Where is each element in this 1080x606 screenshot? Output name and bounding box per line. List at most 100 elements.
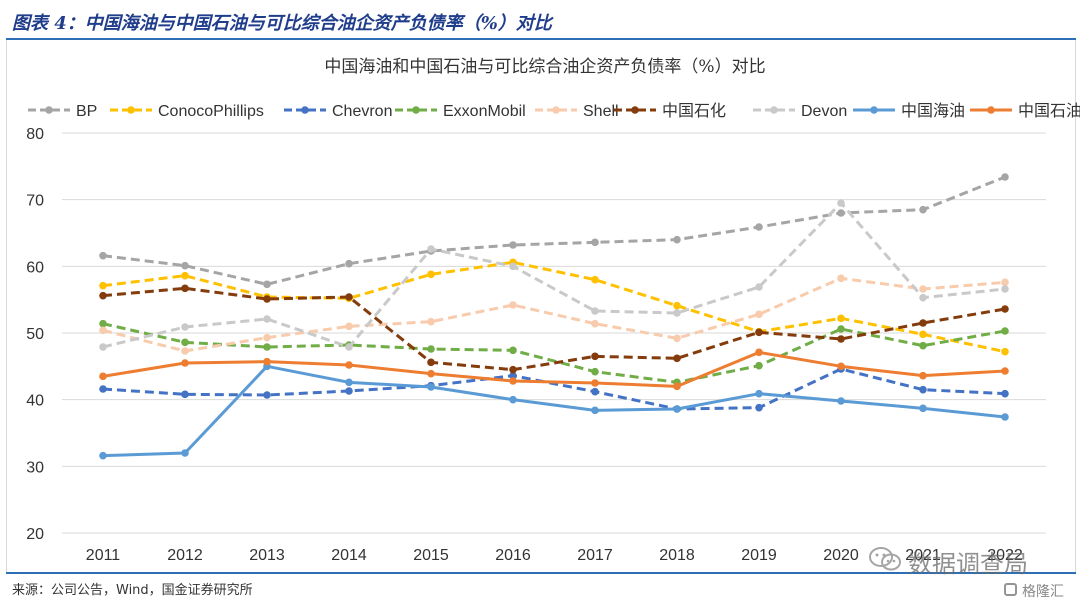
data-point (263, 357, 271, 366)
data-point (591, 406, 599, 415)
data-point (181, 284, 189, 293)
watermark: 数据调查局 (868, 540, 1068, 580)
data-point (509, 241, 517, 249)
x-tick-label: 2019 (741, 547, 777, 564)
data-point (99, 385, 107, 393)
series-line (102, 175, 1006, 286)
legend-swatch-marker (412, 106, 420, 114)
data-point (509, 346, 517, 355)
data-point (99, 281, 107, 290)
data-point (345, 259, 353, 268)
x-tick-label: 2022 (987, 547, 1023, 564)
data-point (755, 328, 763, 337)
brand-box-icon (1004, 583, 1017, 596)
legend-swatch-marker (45, 106, 53, 114)
data-point (919, 285, 927, 293)
legend-item: Devon (753, 103, 847, 120)
data-point (99, 343, 107, 351)
data-point (919, 385, 927, 394)
legend-item: 中国石化 (614, 102, 726, 120)
data-point (1001, 367, 1009, 375)
series-5 (99, 284, 1009, 374)
series-lines (99, 173, 1009, 460)
data-point (181, 271, 189, 280)
data-point (1001, 173, 1009, 181)
data-point (99, 291, 107, 300)
y-tick-label: 50 (26, 326, 44, 343)
data-point (427, 245, 435, 253)
data-point (591, 238, 599, 247)
legend-item: ExxonMobil (395, 103, 526, 120)
series-line (102, 260, 1006, 354)
data-point (263, 295, 271, 303)
x-tick-label: 2011 (86, 547, 121, 564)
data-point (591, 387, 599, 396)
legend-item: Shell (535, 103, 619, 120)
data-point (591, 275, 599, 284)
series-line (102, 367, 1006, 411)
data-point (99, 451, 107, 460)
data-point (181, 359, 189, 367)
data-point (263, 280, 271, 289)
data-point (99, 326, 107, 335)
data-point (755, 223, 763, 231)
legend-swatch-marker (631, 106, 639, 114)
x-tick-label: 2013 (249, 547, 285, 564)
data-point (181, 338, 189, 347)
data-point (919, 293, 927, 302)
data-point (673, 235, 681, 244)
x-tick-label: 2017 (577, 547, 613, 564)
data-point (1001, 327, 1009, 335)
series-line (102, 286, 1006, 372)
data-point (591, 352, 599, 361)
y-tick-label: 40 (26, 393, 44, 410)
legend-item: 中国海油 (853, 102, 965, 120)
legend-item: Chevron (284, 103, 392, 120)
legend-label: ExxonMobil (443, 103, 526, 120)
legend-label: 中国石化 (662, 102, 726, 120)
data-point (591, 379, 599, 387)
x-axis-ticks: 2011 2012 2013 2014 2015 2016 2017 2018 2019 2020… (86, 547, 1023, 564)
legend-label: Shell (583, 103, 619, 120)
data-point (509, 371, 517, 380)
data-point (263, 315, 271, 323)
legend-label: 中国石油 (1018, 102, 1080, 120)
legend-item: ConocoPhillips (110, 103, 264, 120)
data-point (591, 319, 599, 328)
data-point (181, 323, 189, 331)
y-tick-label: 30 (26, 459, 44, 476)
data-point (509, 395, 517, 404)
data-point (919, 330, 927, 339)
x-tick-label: 2012 (167, 547, 203, 564)
wechat-icon (869, 547, 901, 571)
bottom-rule (6, 572, 1076, 574)
brand-logo: 格隆汇 (1004, 580, 1066, 600)
legend-swatch-marker (301, 106, 309, 114)
series-line (102, 276, 1006, 353)
legend-item: 中国石油 (970, 102, 1080, 120)
y-axis-ticks: 20 30 40 50 60 70 80 (26, 126, 44, 543)
data-point (509, 377, 517, 385)
legend-label: Devon (801, 103, 847, 120)
data-point (673, 301, 681, 310)
legend-label: 中国海油 (901, 102, 965, 120)
data-point (919, 319, 927, 327)
legend-item: BP (28, 103, 97, 120)
x-tick-label: 2014 (331, 547, 367, 564)
data-point (509, 301, 517, 309)
data-point (755, 348, 763, 357)
data-point (837, 274, 845, 283)
series-8 (99, 348, 1009, 391)
legend-label: BP (76, 103, 97, 120)
brand-text: 格隆汇 (1022, 584, 1064, 600)
data-point (99, 251, 107, 260)
series-line (102, 350, 1006, 388)
data-point (427, 270, 435, 279)
data-point (1001, 413, 1009, 421)
data-point (427, 345, 435, 353)
data-point (919, 341, 927, 350)
data-point (1001, 305, 1009, 313)
gridlines (62, 132, 1046, 534)
data-point (837, 325, 845, 333)
